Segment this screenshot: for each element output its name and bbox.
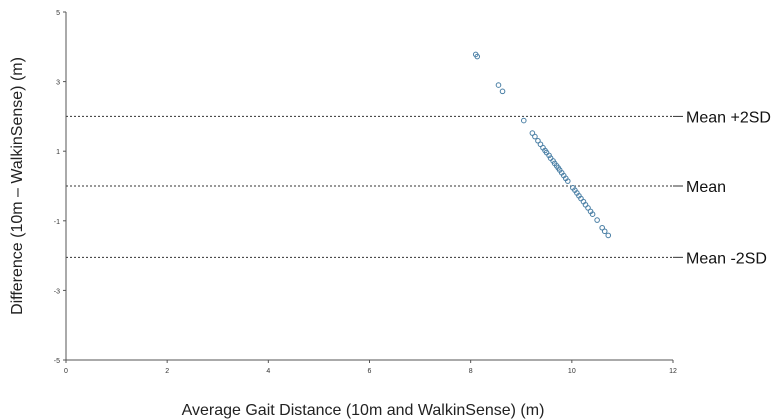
x-tick-label: 10	[568, 368, 576, 375]
data-point	[589, 211, 596, 217]
y-tick-label: 5	[56, 10, 60, 17]
data-points	[472, 51, 612, 239]
y-tick-label: -3	[54, 288, 60, 295]
y-tick-label: 1	[56, 149, 60, 156]
data-point	[564, 178, 571, 184]
data-point	[495, 82, 502, 88]
data-point	[546, 152, 552, 159]
y-tick-label: 3	[56, 80, 60, 87]
data-point	[474, 53, 481, 60]
y-axis-label: Difference (10m – WalkinSense) (m)	[9, 57, 26, 315]
data-point	[499, 88, 506, 95]
data-point	[520, 117, 527, 124]
data-point	[605, 232, 612, 239]
tick-labels: 0 2 4 6 8 10 12 -5 -3 -1 1 3 5	[54, 10, 677, 375]
x-tick-label: 0	[64, 368, 68, 375]
data-point	[601, 228, 608, 235]
x-axis-label: Average Gait Distance (10m and WalkinSen…	[182, 402, 545, 419]
reference-line-label: Mean +2SD	[686, 109, 771, 126]
x-tick-label: 6	[368, 368, 372, 375]
data-point	[532, 133, 538, 140]
y-tick-label: -1	[54, 219, 60, 226]
axes	[63, 11, 674, 363]
data-point	[594, 217, 600, 223]
x-tick-label: 4	[266, 368, 270, 375]
reference-lines: Mean +2SD Mean Mean -2SD	[66, 109, 771, 267]
x-tick-label: 12	[669, 368, 677, 375]
reference-line-label: Mean -2SD	[686, 250, 767, 267]
x-tick-label: 8	[469, 368, 473, 375]
y-tick-label: -5	[54, 358, 60, 365]
reference-line-label: Mean	[686, 179, 726, 196]
x-tick-label: 2	[165, 368, 169, 375]
